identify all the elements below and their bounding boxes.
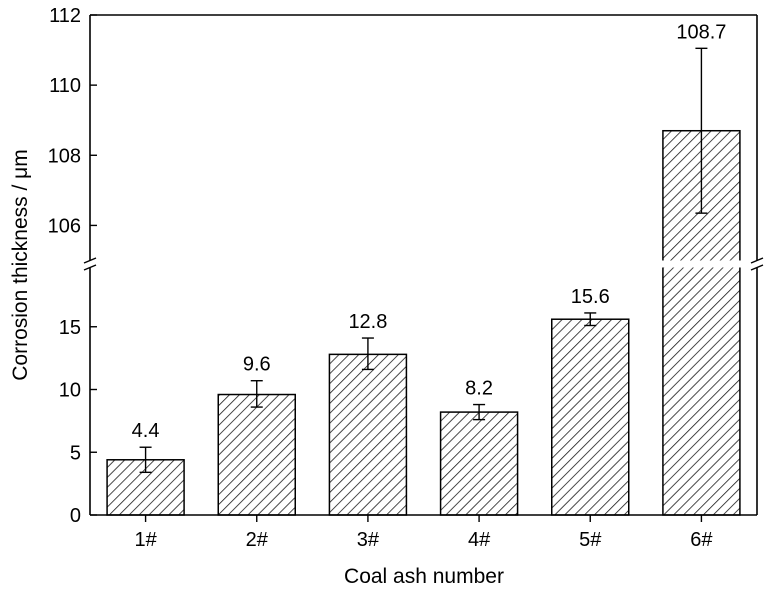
y-tick-108: 108 xyxy=(48,145,81,167)
y-axis-title: Corrosion thickness / μm xyxy=(9,149,32,381)
x-tick-6: 6# xyxy=(690,529,713,551)
bar-5 xyxy=(551,318,630,516)
y-tick-112: 112 xyxy=(49,5,81,27)
data-label-6: 108.7 xyxy=(676,21,726,43)
labels-layer: 0 5 10 15 106 108 110 112 1# 4.4 2# 9.6 3# 12.8 4# 8.2 5… xyxy=(48,5,727,551)
x-tick-4: 4# xyxy=(468,529,491,551)
error-bars-layer xyxy=(139,47,708,474)
axis-break-gap-fill xyxy=(84,260,763,268)
bars-layer xyxy=(106,129,741,516)
x-tick-3: 3# xyxy=(357,529,380,551)
y-tick-106: 106 xyxy=(48,215,81,237)
x-tick-2: 2# xyxy=(246,529,269,551)
axis-break-mark-left-upper xyxy=(83,257,97,264)
data-label-4: 8.2 xyxy=(465,378,493,400)
data-label-3: 12.8 xyxy=(348,311,387,333)
y-tick-10: 10 xyxy=(59,380,81,402)
axis-break-gap xyxy=(84,260,763,268)
axis-break-mark-left-lower xyxy=(83,264,97,271)
bar-4 xyxy=(439,411,519,516)
x-tick-5: 5# xyxy=(579,529,602,551)
x-axis-title: Coal ash number xyxy=(344,565,504,588)
data-label-2: 9.6 xyxy=(243,354,271,376)
axis-break-mark-right-lower xyxy=(750,264,764,271)
y-tick-15: 15 xyxy=(59,317,81,339)
data-label-5: 15.6 xyxy=(571,286,610,308)
y-tick-110: 110 xyxy=(49,75,81,97)
y-tick-0: 0 xyxy=(70,505,81,527)
bar-3 xyxy=(328,353,408,516)
axes-layer xyxy=(83,14,764,522)
x-tick-1: 1# xyxy=(134,529,157,551)
y-tick-5: 5 xyxy=(70,442,81,464)
axis-break-mark-right-upper xyxy=(750,257,764,264)
bar-2 xyxy=(217,393,296,516)
data-label-1: 4.4 xyxy=(132,420,160,442)
